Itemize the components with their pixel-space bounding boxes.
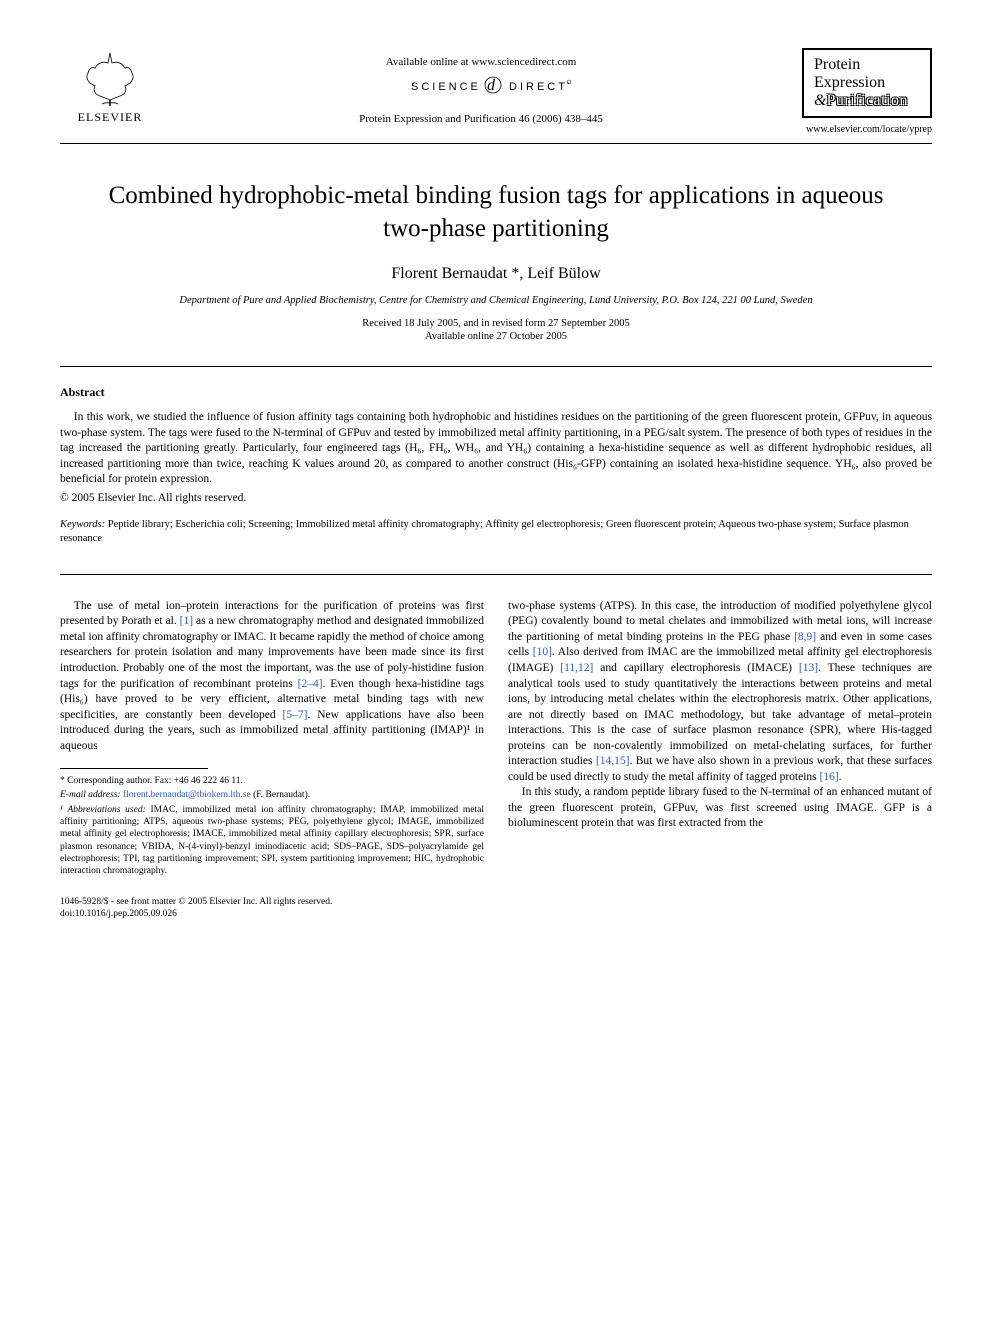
- abstract-copyright: © 2005 Elsevier Inc. All rights reserved…: [60, 492, 932, 504]
- received-date: Received 18 July 2005, and in revised fo…: [60, 318, 932, 329]
- ref-link-8-9[interactable]: [8,9]: [794, 631, 816, 643]
- journal-logo-box: Protein Expression &Purification: [802, 48, 932, 118]
- body-columns: The use of metal ion–protein interaction…: [60, 574, 932, 921]
- email-link[interactable]: florent.bernaudat@tbiokem.lth.se: [121, 790, 251, 800]
- keywords-text: Peptide library; Escherichia coli; Scree…: [60, 519, 909, 544]
- abstract-text: In this work, we studied the influence o…: [60, 410, 932, 488]
- header-row: ELSEVIER Available online at www.science…: [60, 48, 932, 135]
- footnote-rule: [60, 768, 208, 769]
- footer-block: 1046-5928/$ - see front matter © 2005 El…: [60, 896, 484, 921]
- svg-text:SCIENCE: SCIENCE: [411, 81, 481, 93]
- journal-logo-wrapper: Protein Expression &Purification www.els…: [802, 48, 932, 135]
- elsevier-tree-icon: [80, 48, 140, 108]
- abstract-heading: Abstract: [60, 385, 932, 400]
- svg-text:R: R: [568, 81, 570, 85]
- ref-link-14-15[interactable]: [14,15]: [596, 755, 630, 767]
- doi-line: doi:10.1016/j.pep.2005.09.026: [60, 908, 484, 920]
- journal-url: www.elsevier.com/locate/yprep: [802, 124, 932, 135]
- affiliation: Department of Pure and Applied Biochemis…: [90, 295, 902, 306]
- elsevier-name: ELSEVIER: [78, 110, 143, 125]
- journal-logo-line2-row: Expression: [814, 74, 920, 92]
- body-para-2: In this study, a random peptide library …: [508, 785, 932, 832]
- keywords-label: Keywords:: [60, 519, 105, 530]
- svg-text:d: d: [487, 77, 496, 94]
- journal-citation: Protein Expression and Purification 46 (…: [160, 113, 802, 125]
- ref-link-10[interactable]: [10]: [533, 646, 552, 658]
- ref-link-16[interactable]: [16]: [820, 771, 839, 783]
- header-rule: [60, 143, 932, 144]
- journal-logo-line3-row: &Purification: [814, 92, 920, 110]
- authors: Florent Bernaudat *, Leif Bülow: [60, 265, 932, 283]
- ref-link-2-4[interactable]: [2–4]: [298, 678, 323, 690]
- svg-text:DIRECT: DIRECT: [509, 81, 568, 93]
- right-column: two-phase systems (ATPS). In this case, …: [508, 599, 932, 921]
- left-column: The use of metal ion–protein interaction…: [60, 599, 484, 921]
- abstract-section: Abstract In this work, we studied the in…: [60, 366, 932, 546]
- body-para-1-cont: two-phase systems (ATPS). In this case, …: [508, 599, 932, 785]
- keywords: Keywords: Peptide library; Escherichia c…: [60, 518, 932, 546]
- available-online-text: Available online at www.sciencedirect.co…: [160, 56, 802, 68]
- issn-line: 1046-5928/$ - see front matter © 2005 El…: [60, 896, 484, 908]
- center-header: Available online at www.sciencedirect.co…: [160, 48, 802, 125]
- ref-link-5-7[interactable]: [5–7]: [283, 709, 308, 721]
- ref-link-11-12[interactable]: [11,12]: [560, 662, 593, 674]
- body-para-1: The use of metal ion–protein interaction…: [60, 599, 484, 754]
- article-title: Combined hydrophobic-metal binding fusio…: [100, 180, 892, 245]
- available-date: Available online 27 October 2005: [60, 331, 932, 342]
- footnotes: * Corresponding author. Fax: +46 46 222 …: [60, 775, 484, 878]
- email-line: E-mail address: florent.bernaudat@tbioke…: [60, 789, 484, 801]
- elsevier-logo-block: ELSEVIER: [60, 48, 160, 125]
- corresponding-author: * Corresponding author. Fax: +46 46 222 …: [60, 775, 484, 787]
- ref-link-13[interactable]: [13]: [799, 662, 818, 674]
- abbreviations: ¹ Abbreviations used: IMAC, immobilized …: [60, 804, 484, 878]
- ref-link-1[interactable]: [1]: [180, 615, 193, 627]
- science-direct-logo: SCIENCE d DIRECT R: [160, 74, 802, 103]
- journal-logo-line1: Protein: [814, 56, 920, 74]
